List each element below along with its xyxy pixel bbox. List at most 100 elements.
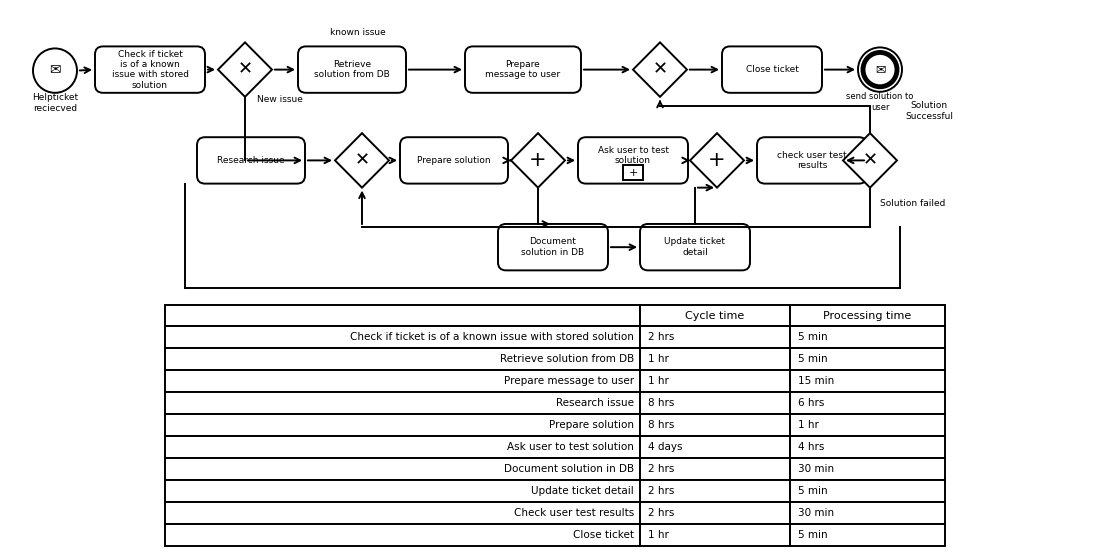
Text: 5 min: 5 min — [798, 486, 828, 496]
Text: Solution failed: Solution failed — [880, 199, 946, 208]
Text: check user test
results: check user test results — [777, 151, 846, 170]
Text: +: + — [628, 167, 638, 178]
Text: 1 hr: 1 hr — [648, 530, 669, 540]
Bar — [165, 415, 640, 436]
Text: Document
solution in DB: Document solution in DB — [521, 237, 584, 257]
Bar — [165, 305, 640, 326]
Text: 2 hrs: 2 hrs — [648, 508, 674, 518]
FancyBboxPatch shape — [400, 137, 508, 184]
Bar — [790, 370, 946, 392]
Bar — [165, 480, 640, 502]
Polygon shape — [218, 43, 272, 97]
Text: Prepare
message to user: Prepare message to user — [486, 60, 561, 79]
Text: 1 hr: 1 hr — [648, 354, 669, 364]
Text: ✉: ✉ — [875, 63, 885, 76]
Text: 30 min: 30 min — [798, 508, 834, 518]
Text: 8 hrs: 8 hrs — [648, 420, 674, 430]
Text: Update ticket
detail: Update ticket detail — [665, 237, 725, 257]
Bar — [640, 524, 790, 546]
Bar — [790, 524, 946, 546]
Text: 15 min: 15 min — [798, 376, 834, 386]
Text: ✉: ✉ — [50, 63, 61, 78]
Bar — [790, 415, 946, 436]
Text: ✕: ✕ — [652, 61, 668, 78]
Polygon shape — [511, 133, 565, 188]
Text: 5 min: 5 min — [798, 530, 828, 540]
Text: Prepare message to user: Prepare message to user — [504, 376, 634, 386]
Text: 2 hrs: 2 hrs — [648, 464, 674, 474]
Text: Close ticket: Close ticket — [746, 65, 799, 74]
Text: 2 hrs: 2 hrs — [648, 486, 674, 496]
Bar — [640, 305, 790, 326]
Text: Cycle time: Cycle time — [685, 311, 745, 321]
Bar — [165, 524, 640, 546]
Text: 8 hrs: 8 hrs — [648, 399, 674, 408]
Bar — [165, 326, 640, 348]
Bar — [640, 326, 790, 348]
FancyBboxPatch shape — [579, 137, 688, 184]
Polygon shape — [843, 133, 897, 188]
FancyBboxPatch shape — [298, 46, 406, 93]
Text: Retrieve
solution from DB: Retrieve solution from DB — [314, 60, 390, 79]
Bar — [790, 348, 946, 370]
Bar — [790, 480, 946, 502]
Bar — [790, 392, 946, 415]
Bar — [165, 436, 640, 458]
FancyBboxPatch shape — [722, 46, 822, 93]
Text: 4 hrs: 4 hrs — [798, 442, 824, 452]
Bar — [640, 415, 790, 436]
Text: ✕: ✕ — [863, 151, 877, 169]
Bar — [165, 392, 640, 415]
Text: Check if ticket is of a known issue with stored solution: Check if ticket is of a known issue with… — [350, 332, 634, 342]
Polygon shape — [690, 133, 744, 188]
Bar — [640, 392, 790, 415]
FancyBboxPatch shape — [757, 137, 867, 184]
Text: Check if ticket
is of a known
issue with stored
solution: Check if ticket is of a known issue with… — [111, 50, 188, 90]
Text: Retrieve solution from DB: Retrieve solution from DB — [499, 354, 634, 364]
Bar — [165, 458, 640, 480]
Bar — [790, 326, 946, 348]
Bar — [640, 436, 790, 458]
Text: Helpticket
reciecved: Helpticket reciecved — [32, 93, 78, 113]
Text: Solution
Successful: Solution Successful — [905, 101, 953, 121]
Bar — [165, 348, 640, 370]
Text: known issue: known issue — [331, 28, 386, 37]
Bar — [790, 502, 946, 524]
Text: Ask user to test
solution: Ask user to test solution — [597, 146, 669, 165]
Bar — [640, 348, 790, 370]
Bar — [165, 502, 640, 524]
Bar — [165, 370, 640, 392]
Bar — [623, 166, 642, 179]
Text: 5 min: 5 min — [798, 332, 828, 342]
Circle shape — [858, 47, 903, 92]
Circle shape — [863, 52, 897, 87]
Text: New issue: New issue — [257, 95, 303, 104]
FancyBboxPatch shape — [640, 224, 750, 270]
Text: 1 hr: 1 hr — [798, 420, 819, 430]
Text: +: + — [709, 150, 726, 171]
Text: 30 min: 30 min — [798, 464, 834, 474]
Text: ✕: ✕ — [355, 151, 369, 169]
Text: Ask user to test solution: Ask user to test solution — [507, 442, 634, 452]
Text: Document solution in DB: Document solution in DB — [504, 464, 634, 474]
Bar — [640, 480, 790, 502]
Text: 4 days: 4 days — [648, 442, 682, 452]
Bar — [790, 436, 946, 458]
FancyBboxPatch shape — [465, 46, 581, 93]
Text: Processing time: Processing time — [823, 311, 911, 321]
Text: +: + — [529, 150, 547, 171]
Bar — [790, 305, 946, 326]
FancyBboxPatch shape — [197, 137, 305, 184]
Text: Update ticket detail: Update ticket detail — [531, 486, 634, 496]
FancyBboxPatch shape — [498, 224, 608, 270]
Text: Prepare solution: Prepare solution — [549, 420, 634, 430]
Text: 2 hrs: 2 hrs — [648, 332, 674, 342]
Bar — [640, 502, 790, 524]
Bar — [640, 458, 790, 480]
Text: Close ticket: Close ticket — [573, 530, 634, 540]
Text: Check user test results: Check user test results — [514, 508, 634, 518]
Bar — [790, 458, 946, 480]
Polygon shape — [633, 43, 687, 97]
Text: 6 hrs: 6 hrs — [798, 399, 824, 408]
FancyBboxPatch shape — [95, 46, 205, 93]
